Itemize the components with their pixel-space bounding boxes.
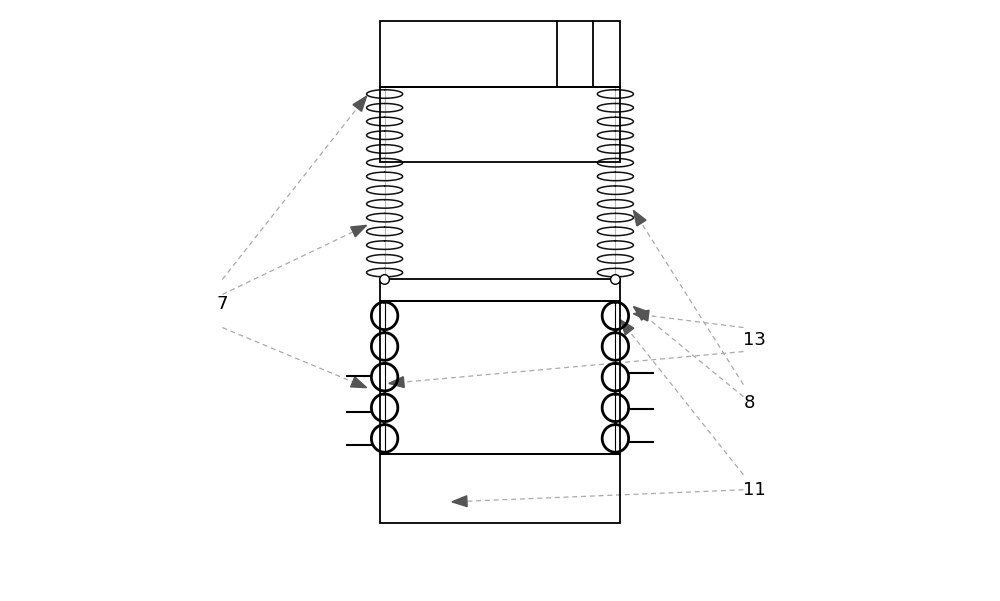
Polygon shape — [353, 96, 367, 111]
Polygon shape — [633, 307, 648, 320]
Text: 7: 7 — [217, 294, 228, 313]
Text: 8: 8 — [743, 394, 755, 412]
Polygon shape — [351, 377, 367, 388]
Circle shape — [380, 275, 389, 284]
Polygon shape — [633, 310, 649, 321]
Text: 11: 11 — [743, 481, 766, 499]
Polygon shape — [620, 320, 634, 335]
Polygon shape — [452, 496, 467, 507]
Polygon shape — [389, 377, 404, 388]
Polygon shape — [351, 225, 367, 237]
Polygon shape — [633, 210, 646, 226]
Circle shape — [611, 275, 620, 284]
Text: 13: 13 — [743, 331, 766, 349]
